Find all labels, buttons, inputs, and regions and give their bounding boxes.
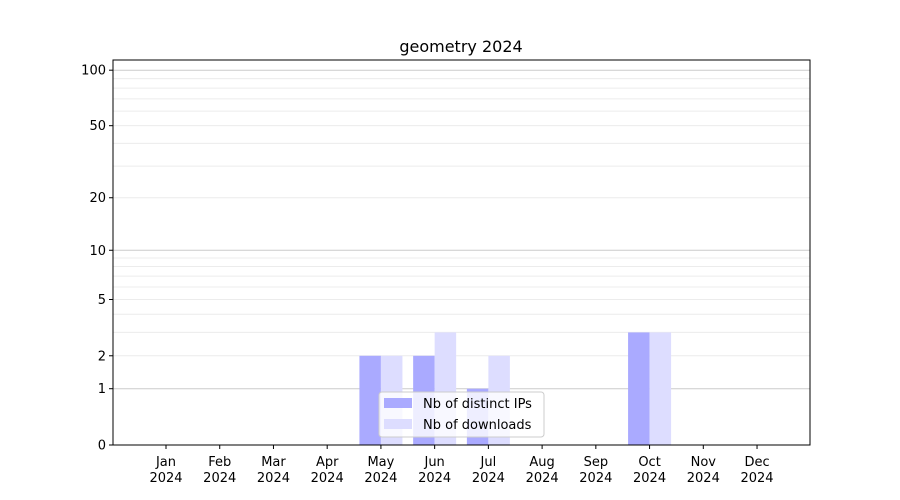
x-tick-label: Sep xyxy=(584,455,609,470)
legend-label: Nb of distinct IPs xyxy=(423,397,532,412)
x-tick-label: May xyxy=(367,455,394,470)
x-tick-label: 2024 xyxy=(472,471,505,486)
x-tick-label: 2024 xyxy=(526,471,559,486)
bar-distinct-ips xyxy=(359,355,381,445)
x-tick-label: 2024 xyxy=(579,471,612,486)
y-tick-label: 100 xyxy=(81,64,106,79)
bar-distinct-ips xyxy=(628,332,650,445)
y-tick-label: 2 xyxy=(98,349,106,364)
bar-downloads xyxy=(649,332,672,445)
x-tick-label: 2024 xyxy=(687,471,720,486)
x-tick-label: Jan xyxy=(155,455,176,470)
legend-swatch xyxy=(384,398,412,408)
plot-frame xyxy=(112,59,811,446)
legend-swatch xyxy=(384,419,412,429)
y-tick-label: 50 xyxy=(89,119,106,134)
x-tick-label: 2024 xyxy=(364,471,397,486)
legend-box xyxy=(378,391,545,438)
y-tick-label: 5 xyxy=(98,293,106,308)
x-tick-label: 2024 xyxy=(633,471,666,486)
x-tick-label: Oct xyxy=(638,455,660,470)
legend-label: Nb of downloads xyxy=(423,418,532,433)
x-tick-label: Jun xyxy=(423,455,444,470)
y-tick-label: 20 xyxy=(89,191,106,206)
x-tick-label: Jul xyxy=(480,455,497,470)
x-tick-label: Feb xyxy=(208,455,231,470)
chart-title: geometry 2024 xyxy=(399,37,522,56)
x-tick-label: 2024 xyxy=(418,471,451,486)
x-tick-label: Mar xyxy=(261,455,286,470)
x-tick-label: 2024 xyxy=(257,471,290,486)
x-tick-label: 2024 xyxy=(740,471,773,486)
y-tick-label: 10 xyxy=(89,244,106,259)
x-tick-label: 2024 xyxy=(311,471,344,486)
legend: Nb of distinct IPs Nb of downloads xyxy=(378,391,545,438)
x-tick-label: Dec xyxy=(744,455,769,470)
x-tick-label: Apr xyxy=(316,455,339,470)
x-tick-label: Nov xyxy=(691,455,717,470)
x-tick-label: 2024 xyxy=(149,471,182,486)
x-tick-label: Aug xyxy=(529,455,554,470)
y-tick-label: 1 xyxy=(98,382,106,397)
y-tick-label: 0 xyxy=(98,439,106,454)
x-tick-label: 2024 xyxy=(203,471,236,486)
